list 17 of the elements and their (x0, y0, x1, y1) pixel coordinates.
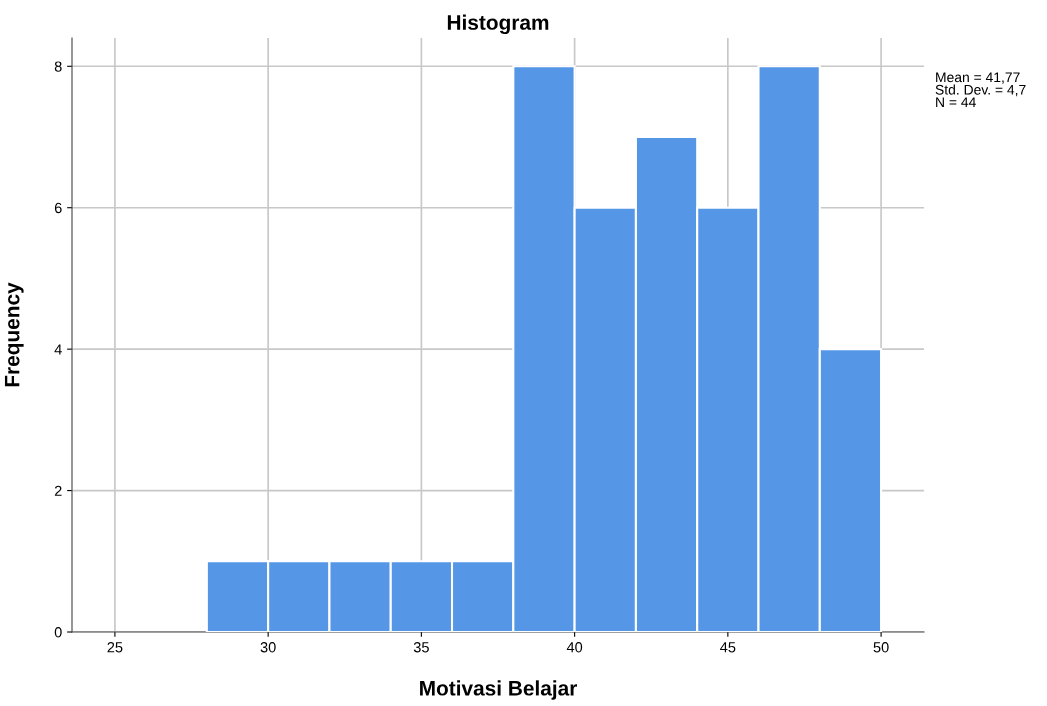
x-tick-label: 45 (720, 642, 736, 653)
x-tick-label: 50 (873, 642, 889, 653)
y-tick-label: 6 (54, 202, 62, 214)
text: Std. Dev. = 4,7 (935, 84, 1026, 97)
y-tick-label: 2 (54, 485, 62, 496)
x-axis-title: Motivasi Belajar (420, 680, 578, 700)
y-axis-title: Frequency (4, 282, 24, 387)
y-tick-label: 8 (54, 61, 62, 72)
chart-title: Histogram (447, 14, 549, 35)
text: Mean = 41,77 (936, 72, 1020, 84)
x-tick-label: 40 (566, 642, 583, 653)
text: N = 44 (936, 97, 976, 107)
x-tick-label: 30 (260, 642, 276, 653)
y-tick-label: 0 (54, 627, 62, 638)
y-tick-label: 4 (54, 344, 62, 355)
x-tick-label: 35 (413, 642, 429, 653)
x-tick-label: 25 (107, 642, 123, 653)
